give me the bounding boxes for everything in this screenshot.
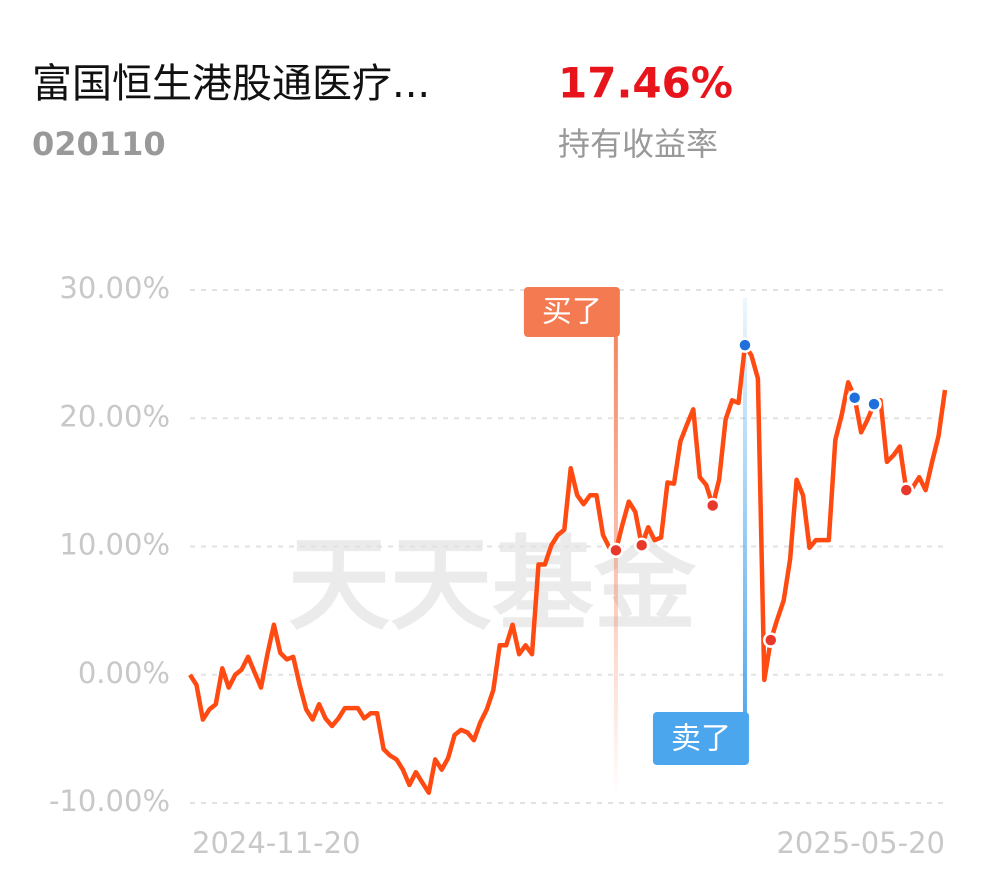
buy-marker — [704, 497, 721, 514]
sell-marker — [866, 396, 882, 412]
sell-tag — [652, 712, 749, 765]
y-tick-label: 30.00% — [59, 271, 170, 305]
sell-marker — [737, 337, 753, 353]
x-tick-label: 2025-05-20 — [776, 826, 945, 860]
y-tick-label: 20.00% — [59, 399, 170, 433]
fund-title: 富国恒生港股通医疗... — [32, 61, 430, 107]
buy-marker — [763, 632, 779, 648]
fund-code: 020110 — [32, 125, 166, 163]
buy-marker — [633, 537, 650, 553]
return-label: 持有收益率 — [558, 125, 718, 163]
buy-tag-label: 买了 — [542, 295, 602, 330]
buy-marker — [608, 542, 624, 559]
line — [188, 342, 948, 795]
sell-tag-label: 卖了 — [671, 722, 731, 757]
plot: 30.00% 20.00% 10.00% 0.00% -10.00% 2024-11-20… — [49, 271, 948, 860]
y-tick-label: 0.00% — [78, 656, 170, 690]
buy-guide — [613, 337, 618, 797]
return-value: 17.46% — [558, 59, 733, 108]
x-tick-label: 2024-11-20 — [192, 826, 361, 860]
y-tick-label: 10.00% — [59, 528, 170, 562]
buy-tag — [523, 287, 620, 337]
y-tick-label: -10.00% — [49, 784, 170, 818]
sell-guide — [742, 298, 747, 714]
sell-marker — [846, 389, 863, 406]
buy-marker — [898, 482, 915, 498]
